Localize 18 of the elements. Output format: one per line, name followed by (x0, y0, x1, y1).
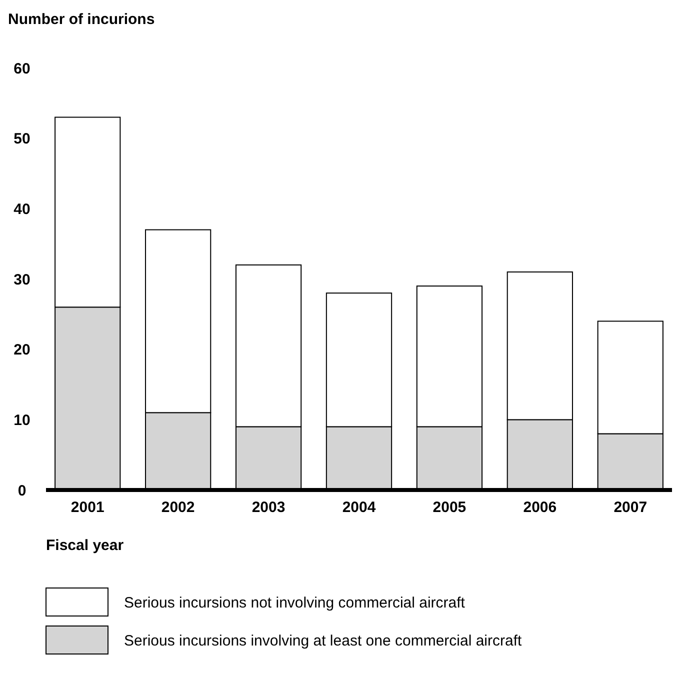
y-tick-label: 30 (14, 271, 30, 288)
y-tick-label: 0 (18, 482, 26, 500)
y-tick-label: 60 (14, 60, 30, 78)
x-tick-label: 2002 (161, 499, 195, 516)
y-tick-label: 40 (14, 200, 30, 218)
x-tick-label: 2004 (342, 499, 376, 516)
chart-title: Number of incurions (8, 11, 155, 28)
x-tick-label: 2006 (523, 499, 557, 516)
x-axis-title: Fiscal year (46, 537, 124, 554)
y-tick-label: 20 (14, 342, 30, 359)
legend-label: Serious incursions not involving commercial aircraft (124, 594, 466, 612)
y-tick-label: 10 (14, 412, 30, 429)
x-tick-label: 2003 (252, 499, 286, 516)
y-tick-label: 50 (14, 130, 30, 148)
x-tick-label: 2007 (614, 499, 648, 516)
x-tick-label: 2005 (432, 499, 466, 516)
x-tick-label: 2001 (70, 499, 104, 516)
legend-label: Serious incursions involving at least one commercial aircraft (124, 632, 522, 650)
